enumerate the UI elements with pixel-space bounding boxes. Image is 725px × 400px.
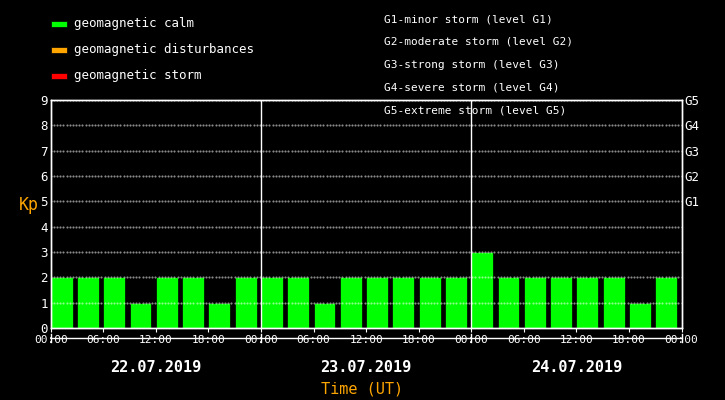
Text: geomagnetic disturbances: geomagnetic disturbances [74, 44, 254, 56]
Text: G5-extreme storm (level G5): G5-extreme storm (level G5) [384, 105, 566, 115]
Bar [261, 277, 283, 328]
Text: geomagnetic calm: geomagnetic calm [74, 18, 194, 30]
Bar [418, 277, 441, 328]
Bar [182, 277, 204, 328]
Bar [445, 277, 467, 328]
Bar [103, 277, 125, 328]
Bar [629, 303, 651, 328]
Bar [287, 277, 309, 328]
Bar [497, 277, 519, 328]
Bar [550, 277, 572, 328]
Bar [313, 303, 336, 328]
Text: G3-strong storm (level G3): G3-strong storm (level G3) [384, 60, 560, 70]
Text: G2-moderate storm (level G2): G2-moderate storm (level G2) [384, 37, 573, 47]
Text: 23.07.2019: 23.07.2019 [320, 360, 412, 376]
Bar [523, 277, 546, 328]
Bar [51, 277, 72, 328]
Bar [392, 277, 414, 328]
Bar [156, 277, 178, 328]
Text: 22.07.2019: 22.07.2019 [110, 360, 202, 376]
Text: geomagnetic storm: geomagnetic storm [74, 70, 202, 82]
Bar [366, 277, 388, 328]
Bar [576, 277, 598, 328]
Bar [340, 277, 362, 328]
Bar [77, 277, 99, 328]
Text: G4-severe storm (level G4): G4-severe storm (level G4) [384, 82, 560, 92]
Bar [209, 303, 231, 328]
Bar [471, 252, 493, 328]
Bar [130, 303, 152, 328]
Y-axis label: Kp: Kp [20, 196, 39, 214]
Bar [602, 277, 624, 328]
Text: Time (UT): Time (UT) [321, 381, 404, 396]
Text: 24.07.2019: 24.07.2019 [531, 360, 622, 376]
Text: G1-minor storm (level G1): G1-minor storm (level G1) [384, 14, 553, 24]
Bar [235, 277, 257, 328]
Bar [655, 277, 677, 328]
